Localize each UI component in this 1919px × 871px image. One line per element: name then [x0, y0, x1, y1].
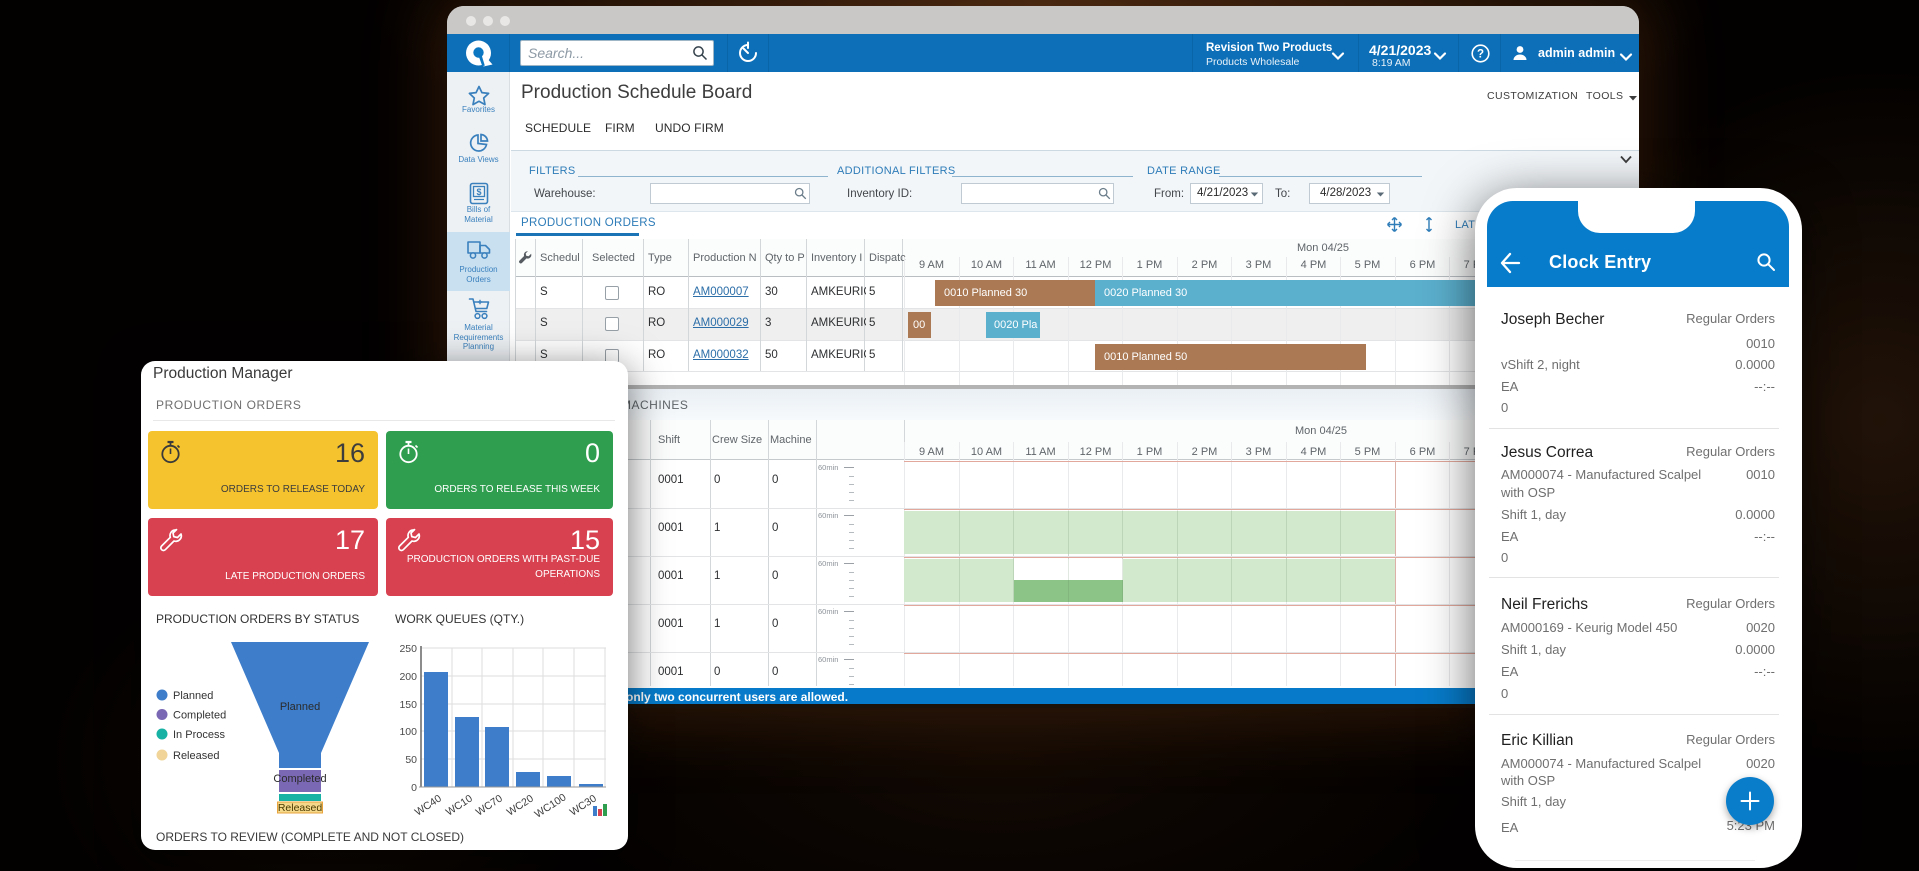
- svg-text:Completed: Completed: [173, 710, 226, 722]
- svg-text:WC20: WC20: [505, 792, 536, 818]
- svg-text:In Process: In Process: [173, 729, 225, 741]
- svg-text:WC70: WC70: [474, 792, 505, 818]
- svg-text:Released: Released: [173, 750, 219, 762]
- svg-text:$: $: [476, 187, 481, 197]
- svg-text:100: 100: [399, 726, 417, 738]
- svg-text:250: 250: [399, 643, 417, 655]
- svg-text:Completed: Completed: [273, 773, 326, 785]
- svg-text:WC10: WC10: [444, 792, 475, 818]
- svg-text:WC100: WC100: [533, 791, 569, 820]
- svg-text:150: 150: [399, 699, 417, 711]
- svg-text:200: 200: [399, 671, 417, 683]
- svg-text:0: 0: [411, 782, 417, 794]
- svg-text:?: ?: [1477, 49, 1484, 61]
- svg-text:Planned: Planned: [173, 690, 213, 702]
- svg-text:WC40: WC40: [413, 792, 444, 818]
- svg-text:Released: Released: [278, 802, 323, 814]
- svg-text:50: 50: [405, 754, 417, 766]
- svg-text:Planned: Planned: [280, 701, 320, 713]
